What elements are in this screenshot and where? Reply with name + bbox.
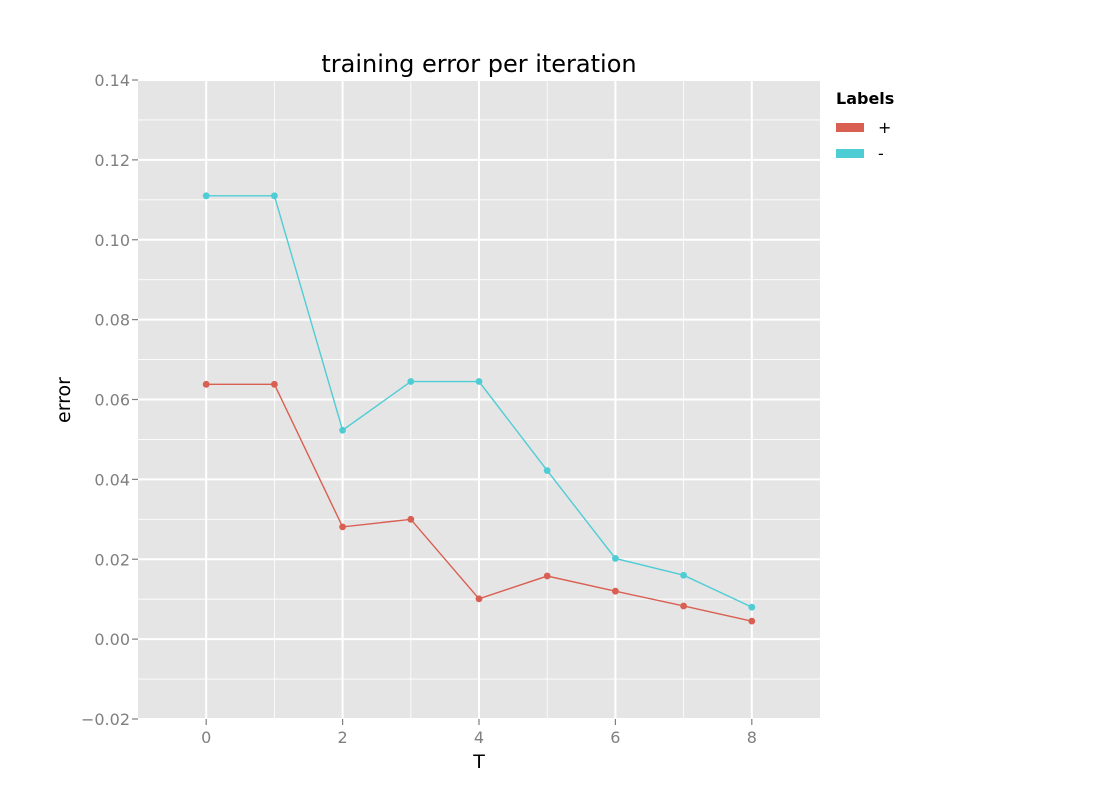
data-point [271, 380, 278, 388]
data-point [407, 378, 415, 385]
y-tick-label: 0.06 [94, 391, 130, 410]
y-tick-label: 0.04 [94, 470, 130, 489]
series-2 [202, 192, 756, 611]
y-tick-label: −0.02 [81, 710, 130, 729]
data-point [680, 602, 687, 610]
y-tick-label: 0.14 [94, 71, 130, 90]
legend-swatch [836, 149, 864, 158]
axes: 0 2 4 6 8 −0.02 0.00 0.02 0.04 0.06 0.08 0.10 0.12 0.… [81, 71, 757, 747]
data-series [202, 192, 756, 625]
x-tick-label: 8 [747, 728, 757, 747]
grid-lines [138, 79, 820, 720]
data-point [475, 595, 483, 603]
x-tick-label: 4 [474, 728, 484, 747]
y-tick-label: 0.08 [94, 311, 130, 330]
data-point [407, 515, 415, 523]
y-axis-title: error [53, 377, 75, 423]
x-tick-label: 2 [338, 728, 348, 747]
legend-label: - [878, 144, 884, 163]
data-point [543, 572, 551, 580]
y-tick-label: 0.02 [94, 550, 130, 569]
legend-label: + [878, 118, 891, 137]
data-point [475, 378, 483, 385]
data-point [748, 603, 756, 611]
legend-swatch [836, 123, 864, 132]
x-tick-label: 6 [610, 728, 620, 747]
data-point [612, 587, 619, 595]
legend: Labels + - [836, 89, 894, 163]
y-tick-label: 0.12 [94, 151, 130, 170]
data-point [748, 617, 756, 625]
data-point [202, 192, 210, 200]
chart-title: training error per iteration [321, 50, 636, 78]
legend-title: Labels [836, 89, 894, 108]
series-1 [202, 380, 756, 625]
y-tick-label: 0.10 [94, 231, 130, 250]
x-tick-label: 0 [201, 728, 211, 747]
data-point [680, 571, 687, 579]
data-point [543, 467, 551, 474]
x-axis-title: T [472, 751, 485, 773]
data-point [339, 523, 346, 531]
data-point [202, 380, 210, 388]
y-tick-label: 0.00 [94, 630, 130, 649]
data-point [612, 555, 619, 562]
data-point [271, 192, 278, 200]
data-point [339, 426, 346, 434]
